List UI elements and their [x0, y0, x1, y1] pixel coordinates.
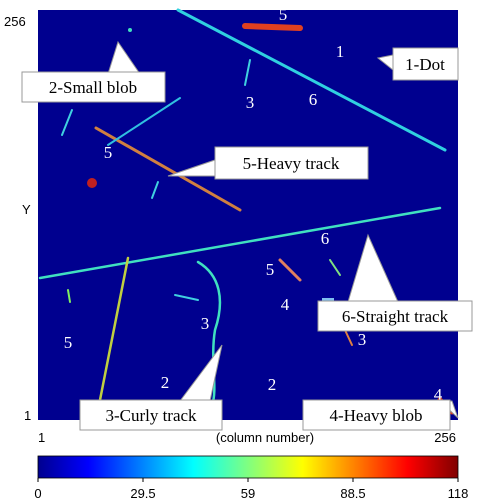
track-label: 6	[321, 229, 330, 248]
track-label: 5	[64, 333, 73, 352]
track-label: 1	[336, 42, 345, 61]
figure: 51365654335224 1-Dot 2-Small blob 5-Heav…	[0, 0, 477, 504]
y-axis-label: Y	[22, 202, 31, 217]
colorbar	[38, 456, 458, 478]
colorbar-tick-label: 0	[34, 486, 41, 501]
x-left-label: 1	[38, 430, 45, 445]
callout-text: 2-Small blob	[49, 78, 137, 97]
track-label: 2	[161, 373, 170, 392]
callout-text: 3-Curly track	[105, 406, 197, 425]
x-right-label: 256	[434, 430, 456, 445]
track-label: 5	[266, 260, 275, 279]
callout-text: 6-Straight track	[342, 307, 449, 326]
colorbar-tick-label: 59	[241, 486, 255, 501]
track-label: 2	[268, 375, 277, 394]
callout-text: 1-Dot	[405, 55, 445, 74]
colorbar-ticks: 0 29.5 59 88.5 118	[34, 478, 468, 501]
y-bottom-label: 1	[24, 408, 31, 423]
track-label: 3	[358, 330, 367, 349]
callout-text: 4-Heavy blob	[329, 406, 422, 425]
track-label: 5	[279, 5, 288, 24]
colorbar-tick-label: 118	[448, 486, 469, 501]
track-label: 6	[309, 90, 318, 109]
x-axis-label: (column number)	[216, 430, 314, 445]
track-label: 3	[246, 93, 255, 112]
colorbar-tick-label: 88.5	[340, 486, 365, 501]
track-label: 3	[201, 314, 210, 333]
y-top-label: 256	[4, 14, 26, 29]
callout-text: 5-Heavy track	[243, 154, 340, 173]
colorbar-tick-label: 29.5	[130, 486, 155, 501]
track-label: 4	[281, 295, 290, 314]
track-label: 5	[104, 143, 113, 162]
